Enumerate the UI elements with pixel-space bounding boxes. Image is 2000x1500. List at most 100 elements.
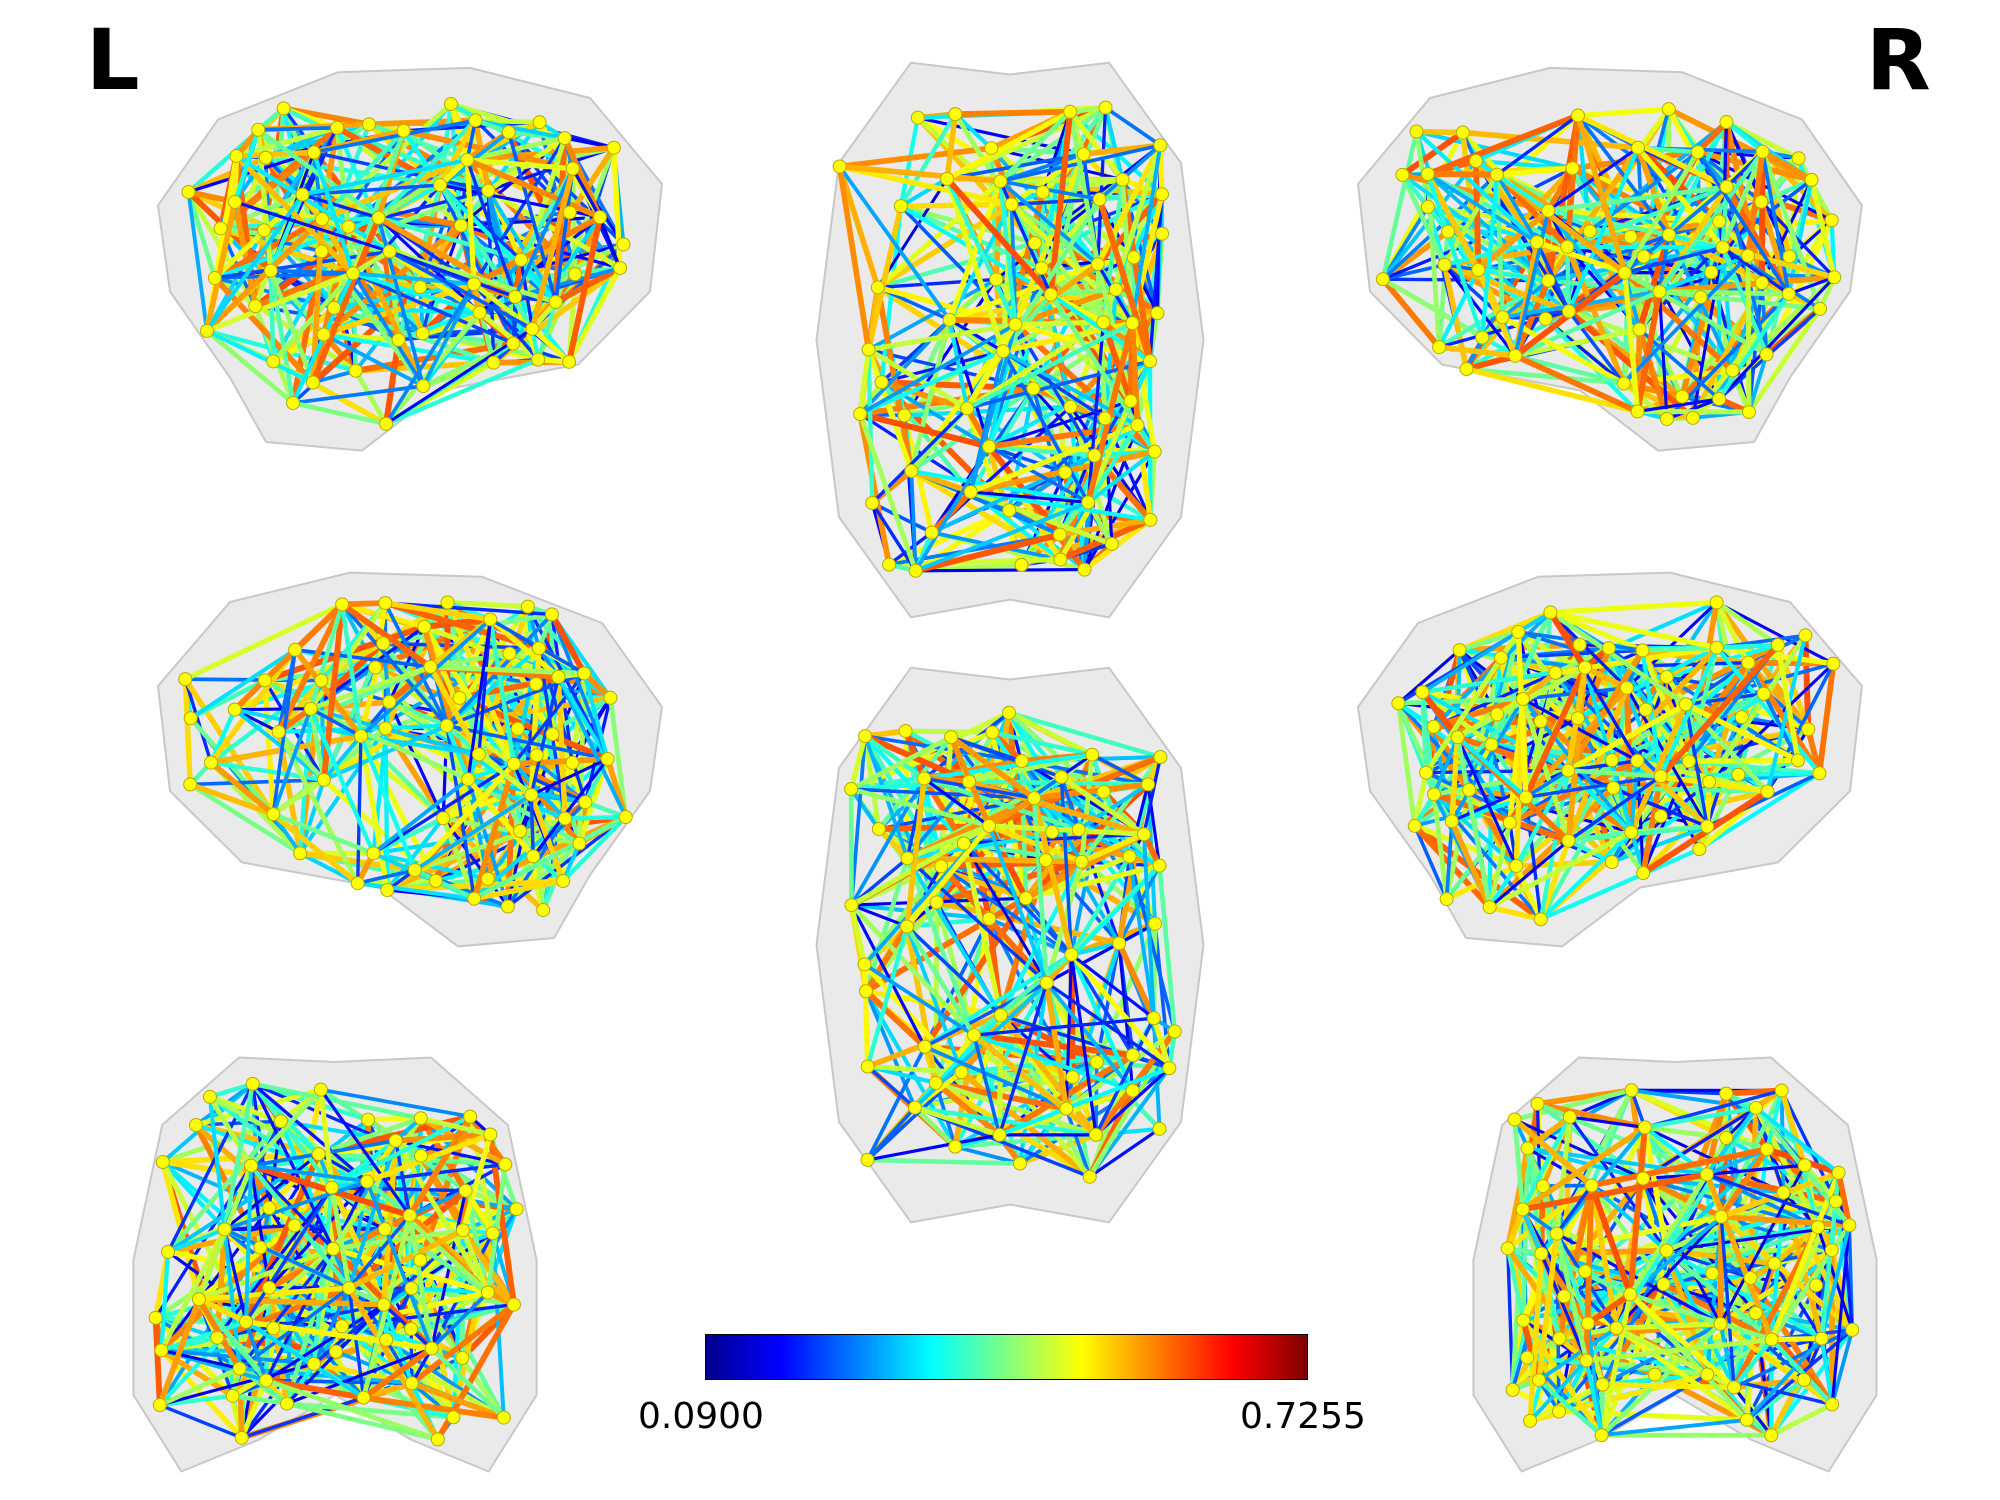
region-node [1561,833,1576,848]
connection-edge [1758,148,1766,286]
connection-edge [903,728,1037,801]
region-node [513,824,528,839]
connection-edge [1380,276,1485,340]
connection-edge [947,277,999,323]
connection-edge [488,617,517,767]
region-node [1804,172,1819,187]
connection-edge [1420,630,1521,695]
connection-edge [207,1081,255,1100]
region-node [1507,1112,1522,1127]
region-node [1606,781,1621,796]
region-node [1754,275,1769,290]
connection-edge [933,1080,1099,1138]
connection-edge [870,501,934,535]
connection-edge [466,617,492,781]
region-node [467,891,482,906]
region-node [460,152,475,167]
region-node [360,1174,375,1189]
connection-edge [351,271,516,346]
connection-edge [252,248,393,310]
region-node [562,354,577,369]
connection-edge [157,1366,243,1408]
connection-edge [417,1257,507,1420]
region-node [1828,1194,1843,1209]
connection-edge [445,723,477,901]
region-node [1500,1241,1515,1256]
region-node [1541,273,1556,288]
connection-edge [1457,629,1521,653]
region-node [1616,376,1631,391]
connection-edge [339,602,364,739]
region-node [1770,638,1785,653]
region-node [314,244,329,259]
region-node [618,809,633,824]
region-node [244,1158,259,1173]
connection-edge [1778,1087,1808,1169]
connection-edge [998,179,1100,267]
region-node [1630,404,1645,419]
brain-view-medial-right [1310,560,1910,980]
region-node [1630,753,1645,768]
connection-edge [1719,1215,1736,1390]
region-node [1601,641,1616,656]
connection-edge [1760,149,1791,296]
connection-edge [1512,289,1662,359]
connection-edge [1520,1114,1573,1212]
connection-edge [1117,863,1162,946]
connection-edge [319,101,454,222]
connection-edge [908,468,1064,563]
region-node [402,1208,417,1223]
connection-edge [1830,1223,1851,1406]
region-node [934,859,949,874]
region-node [1659,411,1674,426]
connection-edge [1599,1291,1633,1438]
connection-edge [1627,1171,1710,1297]
region-node [485,1226,500,1241]
region-node [1395,167,1410,182]
connection-edge [1819,1336,1835,1407]
region-node [529,676,544,691]
connection-edge [836,163,881,291]
connection-edge [1567,309,1626,386]
connection-edge [458,188,491,228]
region-node [529,748,544,763]
region-node [1713,1316,1728,1331]
region-node [1455,125,1470,140]
connection-edge [862,733,882,832]
connection-edge [1097,143,1163,202]
region-node [1827,270,1842,285]
connection-edge [1565,647,1646,774]
region-node [1147,444,1162,459]
region-node [500,899,515,914]
region-node [1535,1179,1550,1194]
region-node [245,1076,260,1091]
region-node [548,295,563,310]
connection-edge [566,214,603,365]
connection-edge [971,1032,1093,1180]
region-node [1508,348,1523,363]
connection-edge [262,677,276,817]
connection-edge [1079,752,1095,865]
region-node [371,210,386,225]
connection-edge [208,760,327,783]
region-node [536,902,551,917]
connection-edge [863,923,910,995]
connection-edge [319,124,340,222]
region-node [1058,465,1073,480]
connection-edge [1583,1337,1775,1363]
connection-edge [848,734,954,792]
region-node [461,772,476,787]
region-node [557,131,572,146]
connection-edge [1520,696,1572,844]
region-node [207,271,222,286]
region-node [1842,1218,1857,1233]
region-node [1090,257,1105,272]
connection-edge [986,292,1053,449]
connection-edge [194,1119,283,1127]
connection-edge [1808,177,1837,280]
connection-edge [1505,1246,1526,1323]
region-node [1089,1055,1104,1070]
connection-edge [445,599,531,610]
connection-edge [1487,820,1513,910]
region-node [545,727,560,742]
